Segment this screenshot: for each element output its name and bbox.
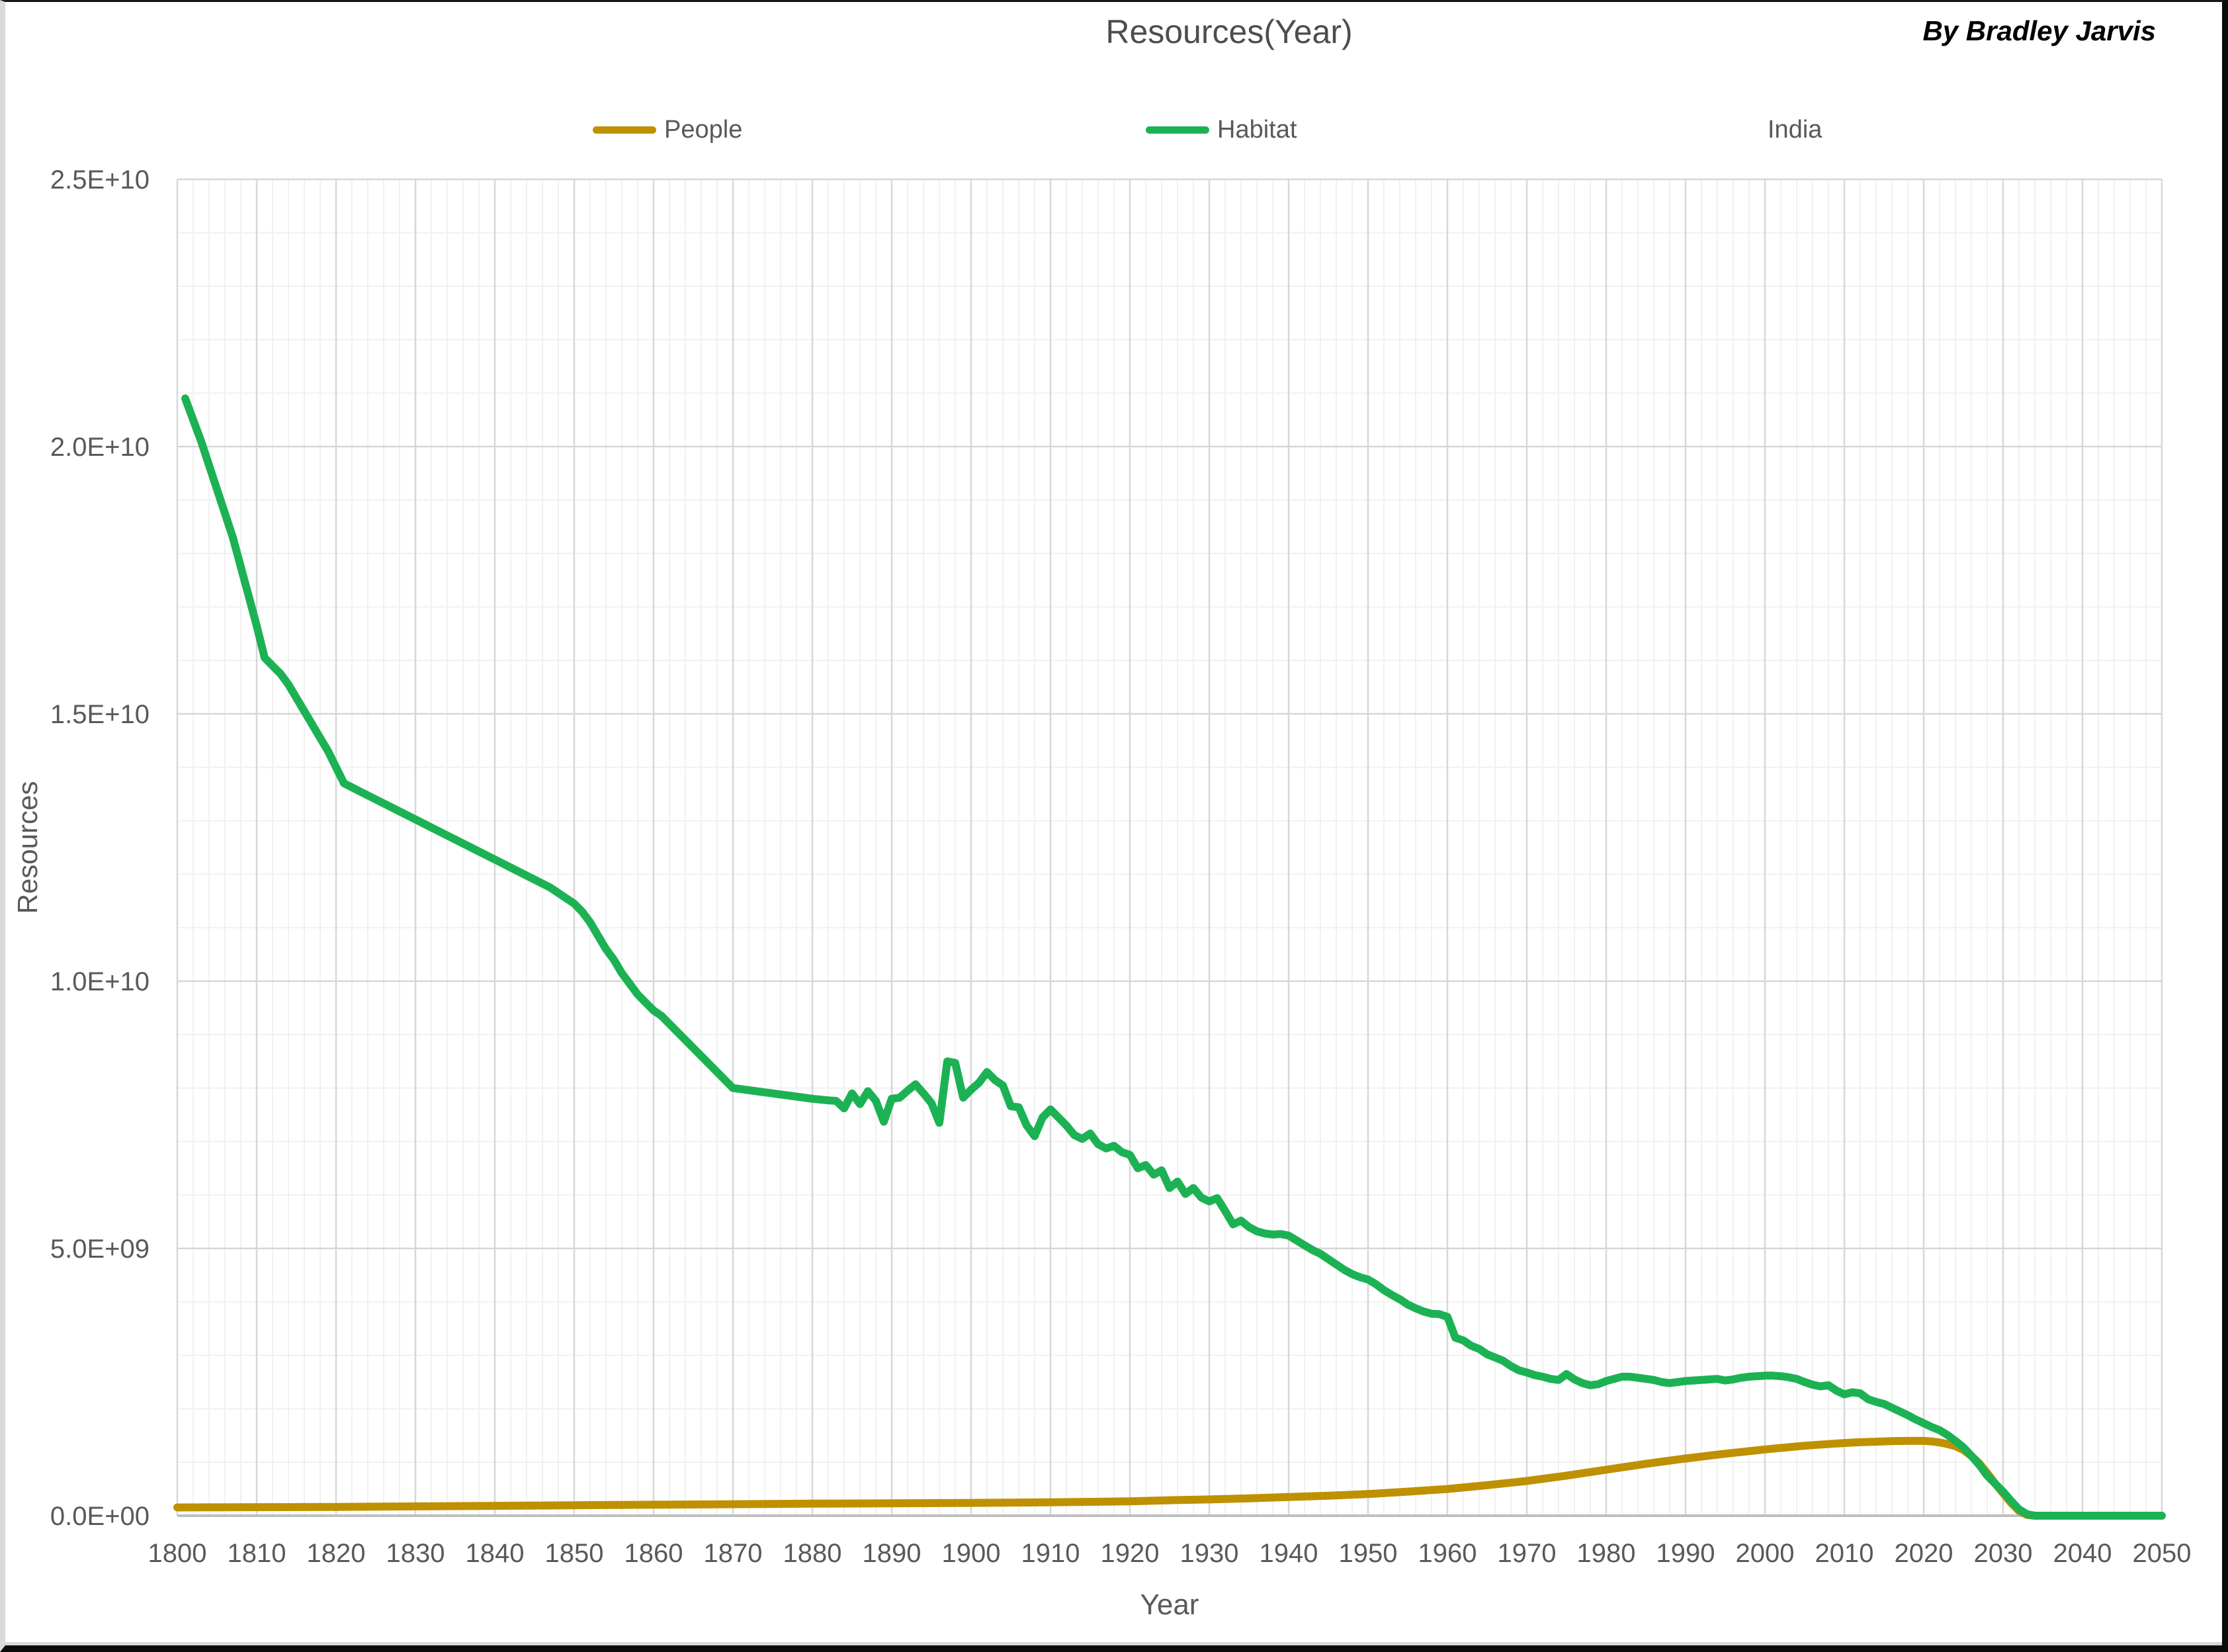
y-tick-label: 2.0E+10 [50,433,150,462]
x-tick-label: 1830 [386,1539,445,1568]
x-tick-label: 1840 [466,1539,525,1568]
x-tick-label: 1970 [1498,1539,1557,1568]
x-tick-label: 1910 [1021,1539,1080,1568]
x-tick-label: 1870 [704,1539,763,1568]
x-tick-label: 1820 [307,1539,366,1568]
y-tick-label: 1.0E+10 [50,967,150,996]
x-tick-label: 1850 [545,1539,604,1568]
x-tick-label: 1940 [1260,1539,1318,1568]
x-tick-label: 1860 [624,1539,683,1568]
x-tick-label: 1890 [863,1539,921,1568]
y-tick-label: 0.0E+00 [50,1502,150,1531]
habitat-line-swatch-icon [1146,126,1209,134]
x-tick-label: 1900 [942,1539,1001,1568]
x-axis-title: Year [1140,1588,1199,1621]
x-tick-label: 1980 [1577,1539,1636,1568]
x-tick-label: 2020 [1895,1539,1953,1568]
y-tick-label: 5.0E+09 [50,1235,150,1264]
y-tick-label: 2.5E+10 [50,165,150,195]
x-tick-label: 2010 [1815,1539,1874,1568]
x-tick-label: 1810 [228,1539,286,1568]
byline: By Bradley Jarvis [1922,15,2156,46]
x-tick-label: 1920 [1101,1539,1160,1568]
people-line [173,1436,2166,1520]
habitat-line [181,394,2166,1520]
x-tick-label: 2050 [2133,1539,2192,1568]
people-line-swatch-icon [593,126,656,134]
x-tick-label: 1800 [148,1539,207,1568]
legend: People Habitat India [5,116,2222,148]
legend-label-people: People [664,116,743,144]
legend-label-india: India [1768,116,1822,144]
legend-item-people: People [593,116,742,144]
x-tick-label: 2030 [1974,1539,2033,1568]
x-tick-label: 1880 [783,1539,842,1568]
x-tick-label: 1930 [1180,1539,1239,1568]
window-bottom-edge [5,1642,2222,1645]
x-tick-label: 1950 [1339,1539,1398,1568]
legend-item-habitat: Habitat [1146,116,1297,144]
chart-title: Resources(Year) [1105,13,1353,50]
x-tick-label: 1990 [1656,1539,1715,1568]
x-tick-label: 1960 [1418,1539,1477,1568]
y-tick-label: 1.5E+10 [50,700,150,729]
legend-label-habitat: Habitat [1217,116,1297,144]
plot-area: 0.0E+00 5.0E+09 1.0E+10 1.5E+10 2.0E+10 2.5E+… [50,165,2192,1568]
x-tick-label: 2040 [2053,1539,2112,1568]
legend-item-india: India [1768,116,1822,144]
x-tick-label: 2000 [1736,1539,1795,1568]
